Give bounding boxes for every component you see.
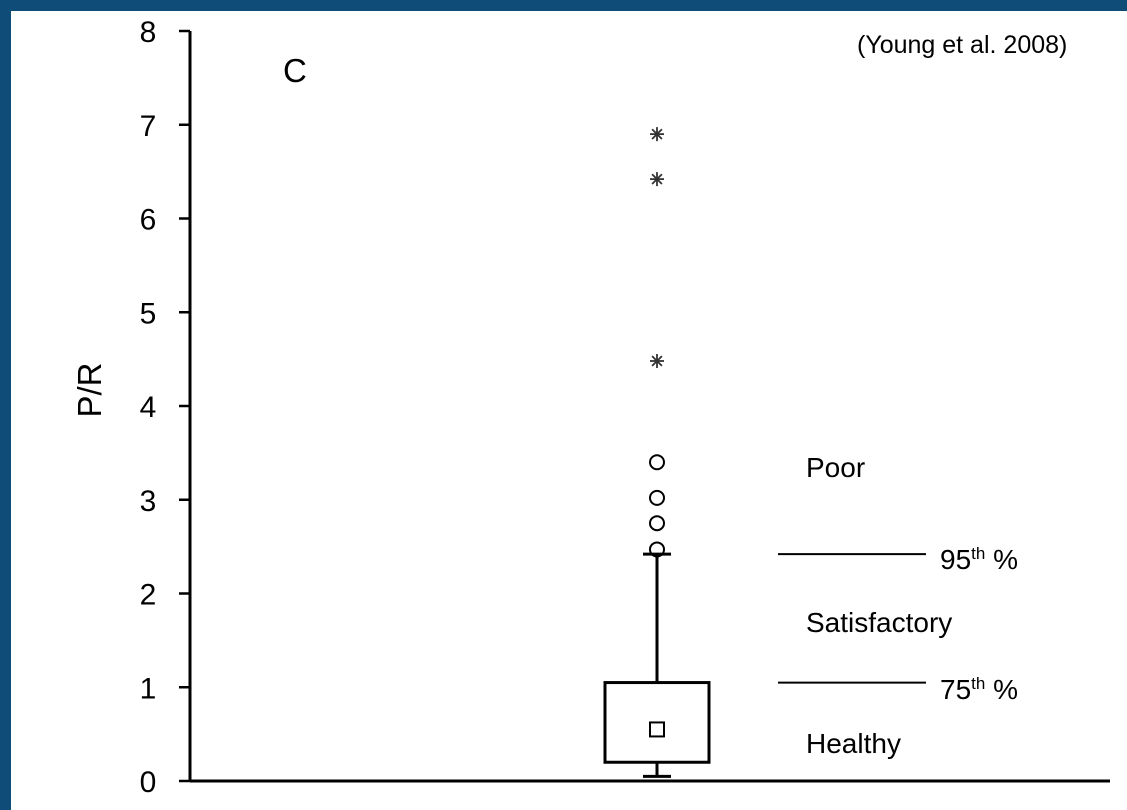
outlier-circle <box>649 489 665 506</box>
y-tick-label: 7 <box>140 110 157 143</box>
y-tick-label: 1 <box>140 672 157 705</box>
y-tick-label: 2 <box>140 579 157 612</box>
y-tick-label: 0 <box>140 766 157 799</box>
mean-marker <box>649 721 665 738</box>
outlier-circle <box>649 541 665 558</box>
outlier-circle <box>649 454 665 471</box>
threshold-95-unit: % <box>993 544 1019 575</box>
box <box>603 552 711 778</box>
y-tick-label: 6 <box>140 204 157 237</box>
y-ticks: 0 1 2 3 4 5 6 7 8 <box>140 16 190 799</box>
y-tick-label: 5 <box>140 297 157 330</box>
plot-panel <box>11 11 1127 810</box>
zone-label-healthy: Healthy <box>806 728 901 759</box>
zone-label-poor: Poor <box>806 452 866 483</box>
threshold-75-value: 75 <box>940 674 972 705</box>
outlier-asterisk <box>650 127 664 142</box>
threshold-lines <box>778 553 926 684</box>
asterisk-stroke <box>651 173 663 185</box>
outlier-circle <box>649 515 665 532</box>
outlier-asterisk <box>650 354 664 368</box>
threshold-label-75: 75th % <box>940 674 1018 706</box>
y-tick-label: 4 <box>140 391 157 424</box>
threshold-label-95: 95th % <box>940 544 1018 576</box>
threshold-95-value: 95 <box>940 544 972 575</box>
outlier-asterisk <box>650 172 664 187</box>
asterisk-stroke <box>651 355 663 367</box>
threshold-75-unit: % <box>993 674 1019 705</box>
threshold-75-suffix: th <box>971 674 986 693</box>
zone-label-satisfactory: Satisfactory <box>806 607 953 638</box>
threshold-95-suffix: th <box>971 544 986 563</box>
outliers <box>649 127 665 558</box>
y-tick-label: 8 <box>140 16 157 49</box>
asterisk-stroke <box>651 128 663 140</box>
y-tick-label: 3 <box>140 485 157 518</box>
panel-letter: C <box>283 52 307 89</box>
citation: (Young et al. 2008) <box>857 31 1068 59</box>
axes <box>188 31 1110 783</box>
